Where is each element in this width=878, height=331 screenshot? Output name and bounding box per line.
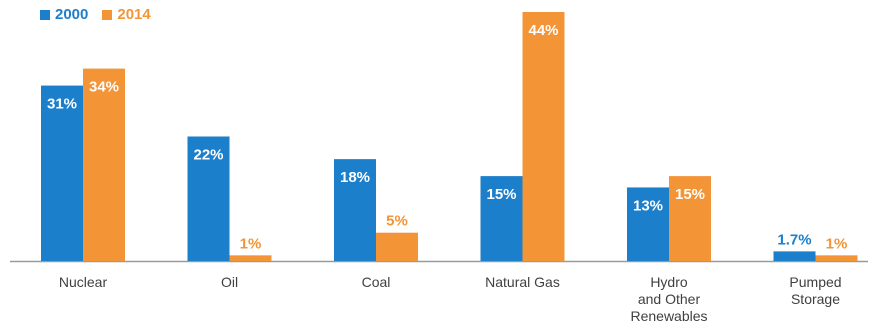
bar-2014-4	[669, 176, 711, 261]
bar-2000-5	[773, 251, 816, 261]
legend-swatch-2000	[40, 9, 50, 20]
data-label-2000-3: 15%	[486, 186, 516, 203]
legend-label-2000: 2000	[55, 6, 89, 23]
category-label-2: Coal	[362, 274, 391, 290]
data-label-2014-3: 44%	[528, 22, 558, 39]
data-label-2014-5: 1%	[826, 235, 848, 252]
bar-2014-1	[229, 255, 272, 261]
data-label-2014-2: 5%	[386, 213, 408, 230]
bar-2014-2	[376, 232, 418, 261]
legend-item-2000: 2000	[40, 6, 88, 23]
category-label-1: Oil	[221, 274, 238, 290]
category-label-4: Hydro and Other Renewables	[630, 274, 707, 324]
data-label-2000-2: 18%	[340, 169, 370, 186]
bar-2000-4	[627, 187, 669, 261]
data-label-2014-1: 1%	[240, 235, 262, 252]
category-label-3: Natural Gas	[485, 274, 560, 290]
bar-2000-0	[41, 85, 83, 262]
data-label-2000-1: 22%	[193, 147, 223, 164]
category-label-0: Nuclear	[59, 274, 108, 290]
data-label-2000-0: 31%	[47, 96, 77, 113]
data-label-2014-0: 34%	[89, 79, 119, 96]
legend: 2000 2014	[40, 6, 151, 23]
legend-item-2014: 2014	[102, 6, 151, 23]
data-label-2014-4: 15%	[675, 186, 705, 203]
data-label-2000-5: 1.7%	[777, 231, 811, 248]
legend-swatch-2014	[102, 9, 113, 20]
bar-2000-2	[334, 159, 376, 261]
bar-2014-0	[83, 68, 125, 261]
bar-2014-5	[815, 255, 858, 261]
bar-2000-1	[187, 136, 230, 261]
legend-label-2014: 2014	[117, 6, 151, 23]
category-label-5: Pumped Storage	[789, 274, 841, 307]
data-label-2000-4: 13%	[633, 197, 663, 214]
bar-2014-3	[522, 12, 565, 261]
bar-2000-3	[480, 176, 523, 261]
